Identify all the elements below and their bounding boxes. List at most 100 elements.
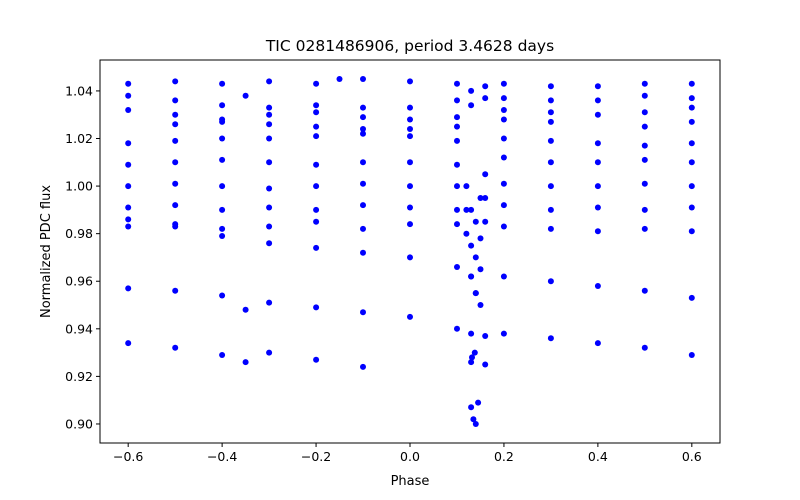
data-point-main-band-mid-9: [468, 242, 475, 249]
data-point-track-1.030-3: [266, 111, 273, 118]
data-point-upper-track-4: [266, 78, 273, 85]
data-point-track-1.030-11: [641, 109, 648, 116]
data-point-track-0.955-8: [454, 325, 460, 332]
y-tick-label: 1.00: [65, 179, 93, 194]
data-point-track-0.975-5: [360, 249, 366, 256]
x-tick-label: 0.4: [588, 449, 608, 464]
data-point-track-1.036-3: [266, 104, 273, 111]
data-point-track-0.935-13: [688, 352, 695, 358]
x-tick-label: 0.2: [494, 449, 514, 464]
data-point-track-1.020-9: [547, 137, 554, 144]
data-point-track-1.030-6: [407, 116, 413, 123]
data-point-upper-track-7: [360, 76, 366, 82]
data-point-main-band-mid-15: [594, 183, 601, 190]
data-point-main-band-mid-14: [547, 183, 554, 190]
data-point-track-0.975-3: [266, 240, 273, 247]
data-point-track-0.935-3: [242, 359, 249, 366]
scatter-points: [125, 76, 695, 427]
data-point-track-1.027-8: [547, 118, 554, 125]
data-point-track-1.027-4: [360, 126, 366, 132]
data-point-track-0.955-14: [641, 287, 648, 294]
data-point-main-band-mid-16: [641, 180, 648, 187]
data-point-main-band-low-16: [641, 206, 648, 213]
data-point-main-band-high-17: [688, 159, 695, 166]
data-point-main-band-low-13: [500, 202, 507, 209]
x-axis-ticks: −0.6 −0.4 −0.2 0.0 0.2 0.4 0.6: [113, 443, 702, 464]
data-point-track-0.935-9: [500, 330, 507, 337]
data-point-main-band-mid-6: [407, 183, 413, 190]
data-point-track-0.982-3: [266, 223, 273, 230]
data-point-transit-outliers-2: [472, 421, 479, 427]
data-point-track-1.020-3: [266, 135, 273, 142]
data-point-track-0.955-12: [547, 278, 554, 285]
data-point-track-0.955-7: [407, 313, 413, 320]
data-point-track-1.020-4: [313, 133, 320, 140]
data-point-main-band-mid-1: [172, 180, 179, 187]
data-point-track-0.935-0: [125, 340, 132, 347]
data-point-track-0.935-7: [468, 359, 475, 366]
data-point-upper-track-3: [242, 92, 249, 99]
data-point-upper-track-0: [125, 80, 132, 87]
data-point-track-0.935-6: [360, 363, 366, 370]
data-point-main-band-high-4: [313, 161, 320, 168]
data-point-main-band-high-12: [482, 171, 489, 178]
data-point-track-0.982-4: [313, 218, 320, 225]
data-point-main-band-high-7: [454, 161, 460, 168]
data-point-main-band-low-6: [407, 204, 413, 211]
data-point-track-1.036-11: [547, 97, 554, 104]
data-point-track-0.955-9: [468, 330, 475, 337]
data-point-track-0.982-2: [219, 225, 226, 232]
y-tick-label: 0.96: [65, 274, 93, 289]
data-point-track-1.036-2: [219, 102, 226, 109]
data-point-main-band-low-15: [594, 204, 601, 211]
y-tick-label: 1.04: [65, 83, 93, 98]
data-point-track-0.982-7: [454, 221, 460, 228]
data-point-main-band-mid-17: [688, 183, 695, 190]
data-point-main-band-low-3: [266, 204, 273, 211]
data-point-track-1.027-1: [219, 118, 226, 125]
data-point-upper-track-8: [407, 78, 413, 85]
data-point-track-0.955-15: [688, 294, 695, 301]
data-point-track-1.030-8: [500, 107, 507, 113]
data-point-track-1.027-9: [641, 123, 648, 130]
data-point-track-0.955-2: [219, 292, 226, 299]
data-point-upper-track-13: [547, 83, 554, 90]
data-point-upper-track-12: [500, 80, 507, 87]
data-point-track-0.982-0: [125, 223, 132, 230]
data-point-main-band-low-8: [463, 230, 470, 237]
data-point-main-band-mid-4: [313, 183, 320, 190]
data-point-track-0.982-5: [360, 225, 366, 232]
data-point-track-1.036-10: [500, 95, 507, 102]
data-point-main-band-high-2: [219, 156, 226, 163]
data-point-track-0.955-3: [242, 306, 249, 313]
data-point-track-0.975-9: [472, 290, 479, 297]
data-point-track-1.020-7: [454, 137, 460, 144]
data-point-main-band-low-4: [313, 206, 320, 213]
x-axis-label: Phase: [391, 474, 430, 489]
data-point-transit-outliers-3: [475, 399, 482, 406]
data-point-track-0.982-11: [641, 225, 648, 232]
data-point-track-0.935-2: [219, 352, 226, 358]
data-point-main-band-mid-8: [463, 206, 470, 213]
data-point-main-band-mid-12: [482, 195, 489, 201]
data-point-main-band-low-1: [172, 202, 179, 209]
data-point-transit-outliers-0: [468, 404, 475, 411]
y-tick-label: 1.02: [65, 131, 93, 146]
data-point-main-band-high-11: [477, 195, 484, 201]
data-point-track-0.955-6: [360, 309, 366, 316]
data-point-track-0.975-4: [313, 244, 320, 251]
data-point-track-1.027-10: [688, 118, 695, 125]
data-point-track-1.036-12: [594, 97, 601, 104]
data-point-transit-outliers-1: [470, 416, 477, 423]
data-point-track-0.935-8: [482, 361, 489, 368]
data-point-track-0.955-0: [125, 285, 132, 292]
data-point-main-band-high-9: [468, 206, 475, 213]
data-point-transit-outliers-4: [471, 349, 478, 356]
data-point-track-1.030-7: [454, 114, 460, 121]
data-point-track-1.036-14: [688, 95, 695, 102]
data-point-main-band-high-15: [594, 159, 601, 166]
data-point-upper-track-2: [219, 80, 226, 87]
data-point-track-1.020-6: [407, 133, 413, 140]
data-point-main-band-mid-2: [219, 183, 226, 190]
data-point-track-1.020-5: [360, 130, 366, 137]
